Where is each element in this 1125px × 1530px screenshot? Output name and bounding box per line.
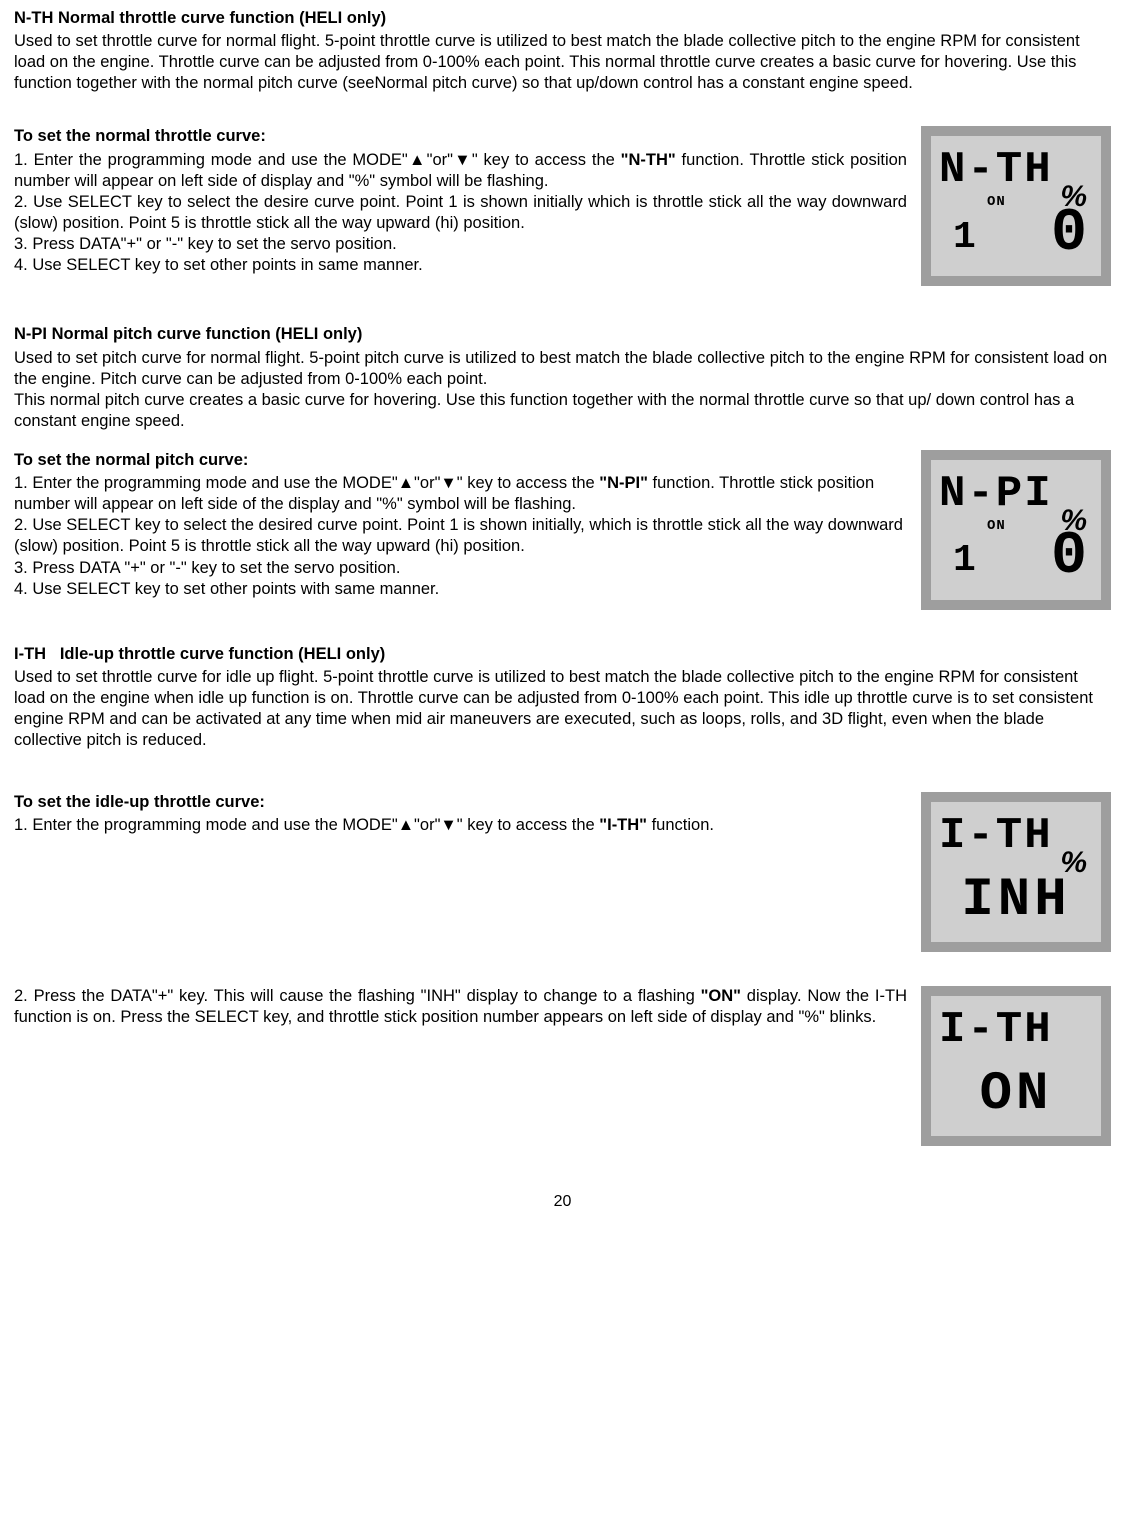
- lcd-center: INH: [931, 866, 1101, 935]
- section-ith-set2: I-TH ON 2. Press the DATA"+" key. This w…: [14, 986, 1111, 1156]
- p4: 4. Use SELECT key to set other points in…: [14, 255, 911, 276]
- p1a: 1. Enter the programming mode and use th…: [14, 151, 621, 169]
- p2a: 2. Press the DATA"+" key. This will caus…: [14, 987, 701, 1005]
- section-nth-set: N-TH ON % 1 0 To set the normal throttle…: [14, 126, 1111, 296]
- section-npi-set: N-PI ON % 1 0 To set the normal pitch cu…: [14, 450, 1111, 620]
- p2: 2. Use SELECT key to select the desired …: [14, 515, 911, 557]
- lcd-nth: N-TH ON % 1 0: [921, 126, 1111, 286]
- lcd-bl: 1: [953, 214, 976, 263]
- lcd-top: I-TH: [939, 808, 1053, 864]
- p1a: 1. Enter the programming mode and use th…: [14, 816, 599, 834]
- p1c: function.: [647, 816, 714, 834]
- lcd-br: 0: [1051, 519, 1087, 596]
- p3: 3. Press DATA"+" or "-" key to set the s…: [14, 234, 911, 255]
- p1a: 1. Enter the programming mode and use th…: [14, 474, 599, 492]
- section-nth-title: N-TH Normal throttle curve function (HEL…: [14, 8, 1111, 29]
- lcd-center: ON: [931, 1060, 1101, 1129]
- section-npi-title: N-PI Normal pitch curve function (HELI o…: [14, 324, 1111, 345]
- lcd-npi: N-PI ON % 1 0: [921, 450, 1111, 610]
- p2: 2. Use SELECT key to select the desire c…: [14, 192, 911, 234]
- page-number: 20: [14, 1192, 1111, 1212]
- lcd-top: N-TH: [939, 142, 1053, 198]
- p2b: "ON": [701, 987, 741, 1005]
- lcd-top: N-PI: [939, 466, 1053, 522]
- p4: 4. Use SELECT key to set other points wi…: [14, 579, 911, 600]
- section-ith-set1: I-TH % INH To set the idle-up throttle c…: [14, 792, 1111, 962]
- p1b: "N-PI": [599, 474, 648, 492]
- section-nth-intro: Used to set throttle curve for normal fl…: [14, 31, 1111, 94]
- lcd-ith-inh: I-TH % INH: [921, 792, 1111, 952]
- p3: 3. Press DATA "+" or "-" key to set the …: [14, 558, 911, 579]
- lcd-on: ON: [987, 194, 1006, 212]
- lcd-bl: 1: [953, 537, 976, 586]
- p1b: "N-TH": [621, 151, 676, 169]
- lcd-ith-on: I-TH ON: [921, 986, 1111, 1146]
- section-ith-title: I-TH Idle-up throttle curve function (HE…: [14, 644, 1111, 665]
- lcd-top: I-TH: [939, 1002, 1053, 1058]
- lcd-on: ON: [987, 518, 1006, 536]
- lcd-br: 0: [1051, 196, 1087, 273]
- section-npi-intro: Used to set pitch curve for normal fligh…: [14, 348, 1111, 432]
- p1b: "I-TH": [599, 816, 647, 834]
- section-ith-intro: Used to set throttle curve for idle up f…: [14, 667, 1111, 751]
